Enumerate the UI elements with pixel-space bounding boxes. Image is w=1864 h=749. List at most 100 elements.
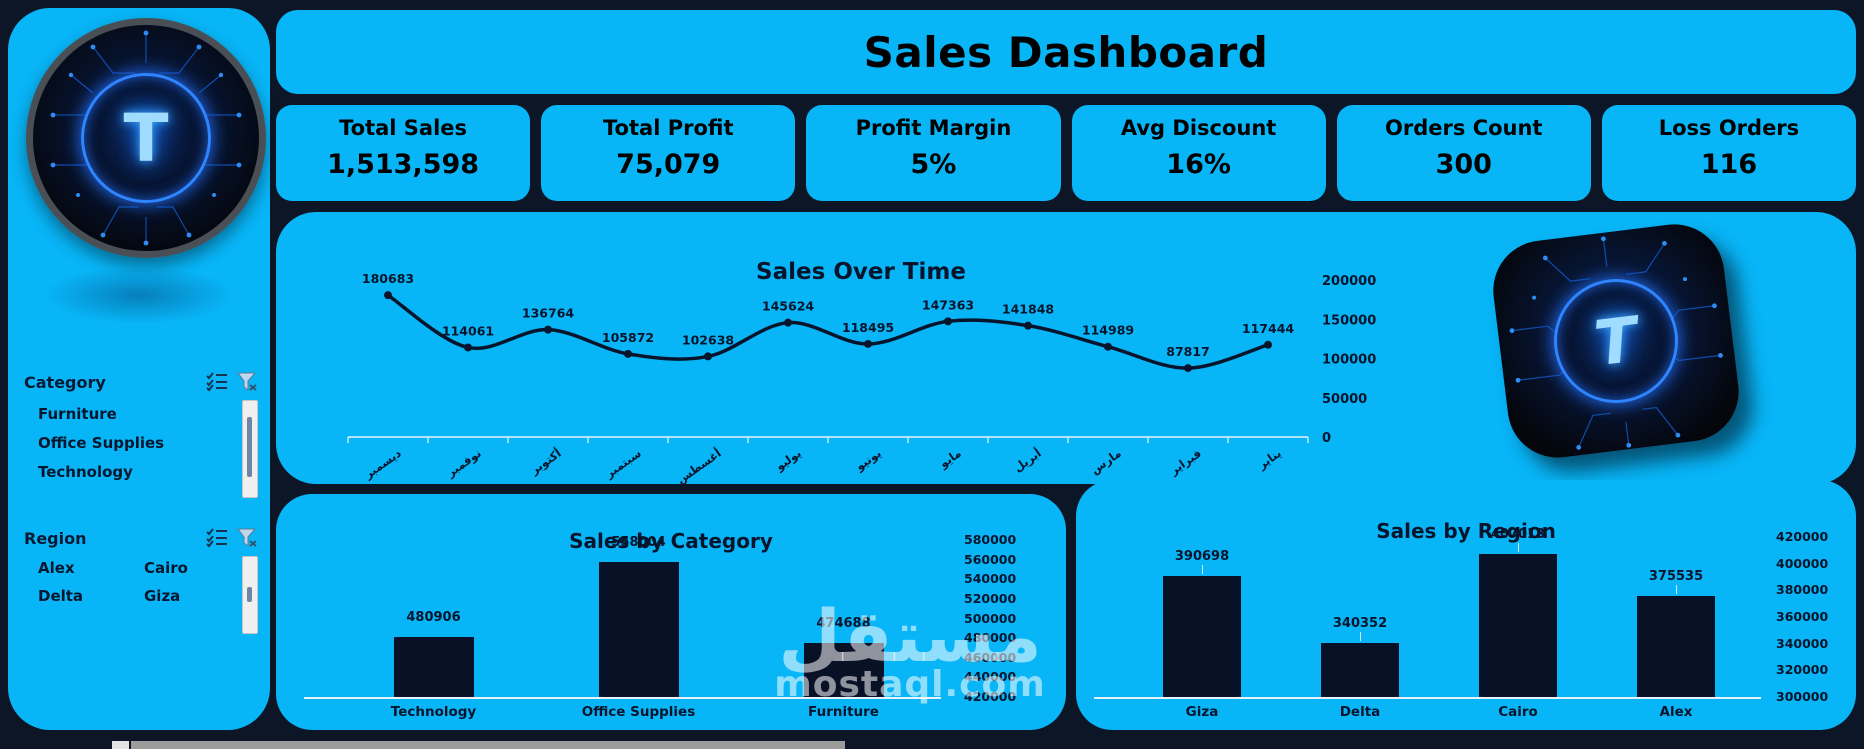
label-leader-line	[1360, 632, 1361, 642]
y-axis-tick-label: 380000	[1776, 582, 1829, 598]
company-logo: T	[26, 18, 266, 258]
line-point	[1184, 364, 1192, 373]
line-point	[624, 349, 632, 358]
y-axis-tick-label: 460000	[964, 649, 1017, 665]
y-axis-tick-label: 580000	[964, 532, 1017, 547]
x-axis-month-label: أكتوبر	[526, 445, 564, 478]
kpi-value: 16%	[1166, 149, 1231, 180]
header-panel: Sales Dashboard	[276, 10, 1856, 94]
data-label: 114061	[442, 323, 494, 338]
scrollbar-thumb[interactable]	[247, 417, 252, 477]
slicer-item-giza[interactable]: Giza	[144, 587, 181, 605]
data-label: 87817	[1166, 344, 1210, 359]
y-axis-tick-label: 520000	[964, 590, 1017, 606]
x-axis-line	[1094, 697, 1761, 699]
data-label: 480906	[406, 610, 461, 626]
line-point	[704, 352, 712, 361]
chart-title: Sales Over Time	[756, 259, 966, 286]
kpi-value: 1,513,598	[327, 149, 480, 180]
x-axis-month-label: يونيو	[852, 446, 884, 475]
logo-letter: T	[1590, 302, 1642, 380]
region-slicer-scrollbar[interactable]	[242, 556, 258, 634]
bar	[1163, 576, 1241, 697]
label-leader-line	[1518, 543, 1519, 553]
data-label: 145624	[762, 299, 814, 314]
y-axis-tick-label: 400000	[1776, 555, 1829, 571]
y-axis-tick-label: 360000	[1776, 609, 1829, 624]
logo-ring: T	[81, 73, 211, 203]
data-label: 474688	[816, 616, 871, 632]
x-axis-category-label: Delta	[1339, 704, 1381, 720]
sales-over-time-panel: Sales Over Time 180683 ديسمبر 114061 نوفمبر…	[276, 212, 1856, 484]
slicer-item-cairo[interactable]: Cairo	[144, 559, 188, 577]
multi-select-icon[interactable]	[206, 372, 228, 392]
slicer-item-office-supplies[interactable]: Office Supplies	[38, 434, 165, 452]
x-axis-month-label: مارس	[1088, 446, 1124, 477]
x-axis-month-label: يوليو	[772, 446, 804, 475]
multi-select-icon[interactable]	[206, 528, 228, 548]
y-axis-tick-label: 540000	[964, 571, 1017, 587]
clear-filter-icon[interactable]	[236, 528, 258, 548]
x-axis-category-label: Giza	[1185, 704, 1219, 720]
y-axis-tick-label: 100000	[1322, 353, 1376, 368]
data-label: 375535	[1648, 569, 1704, 585]
line-point	[1264, 340, 1272, 349]
bottom-bar	[131, 741, 845, 749]
data-label: 105872	[602, 330, 654, 345]
slicer-item-alex[interactable]: Alex	[38, 559, 75, 577]
x-axis-category-label: Furniture	[808, 704, 879, 720]
scrollbar-thumb[interactable]	[247, 587, 252, 602]
y-axis-tick-label: 500000	[964, 610, 1017, 626]
category-slicer-scrollbar[interactable]	[242, 400, 258, 498]
data-label: 558004	[611, 534, 666, 550]
kpi-label: Total Sales	[339, 116, 468, 140]
kpi-value: 116	[1700, 149, 1758, 180]
x-axis-category-label: Cairo	[1498, 704, 1538, 720]
region-slicer-title: Region	[24, 528, 87, 548]
y-axis-tick-label: 50000	[1322, 392, 1367, 407]
logo-letter: T	[123, 99, 169, 177]
data-label: 340352	[1332, 616, 1388, 632]
kpi-card-profit-margin: Profit Margin 5%	[806, 105, 1061, 201]
line-point	[1104, 342, 1112, 351]
y-axis-tick-label: 440000	[964, 669, 1017, 685]
sales-by-region-panel: Sales by Region 420000 400000 380000 360000…	[1076, 480, 1856, 730]
y-axis-tick-label: 320000	[1776, 662, 1829, 678]
y-axis-tick-label: 560000	[964, 551, 1017, 567]
bar	[1479, 554, 1557, 697]
y-axis-tick-label: 200000	[1322, 274, 1376, 289]
clear-filter-icon[interactable]	[236, 372, 258, 392]
label-leader-line	[1676, 585, 1677, 595]
kpi-card-total-profit: Total Profit 75,079	[541, 105, 796, 201]
sales-line	[386, 293, 1270, 370]
line-point	[464, 343, 472, 352]
x-axis-month-label: أبريل	[1011, 445, 1044, 474]
y-axis-tick-label: 480000	[964, 630, 1017, 646]
data-label: 147363	[922, 297, 974, 312]
line-point	[944, 317, 952, 326]
line-point	[1024, 321, 1032, 330]
data-label: 136764	[522, 306, 574, 321]
sidebar: T Category Furniture Office Supplies Tec…	[8, 8, 270, 730]
company-logo-tile: T	[1487, 218, 1745, 464]
slicer-item-technology[interactable]: Technology	[38, 463, 133, 481]
page-title: Sales Dashboard	[863, 27, 1269, 77]
data-label: 407013	[1490, 527, 1546, 543]
line-point	[864, 339, 872, 348]
line-point	[384, 291, 392, 300]
kpi-row: Total Sales 1,513,598 Total Profit 75,07…	[276, 105, 1857, 201]
slicer-item-furniture[interactable]: Furniture	[38, 405, 117, 423]
sales-by-region-chart: 420000 400000 380000 360000 340000 320000 3000…	[1076, 480, 1856, 730]
bar	[598, 561, 679, 697]
y-axis-tick-label: 420000	[1776, 529, 1829, 544]
region-slicer-header: Region	[24, 528, 258, 548]
sales-by-category-panel: Sales by Category 580000 560000 540000 5200…	[276, 494, 1066, 730]
y-axis-tick-label: 0	[1322, 431, 1331, 446]
x-axis-month-label: ديسمبر	[361, 446, 404, 482]
region-slicer-items: Alex Cairo Delta Giza	[38, 560, 234, 605]
chart-title: Sales by Category	[569, 528, 773, 553]
category-slicer-items: Furniture Office Supplies Technology	[38, 400, 164, 487]
bar	[1321, 643, 1399, 697]
bottom-bar-cap	[112, 741, 129, 749]
slicer-item-delta[interactable]: Delta	[38, 587, 84, 605]
